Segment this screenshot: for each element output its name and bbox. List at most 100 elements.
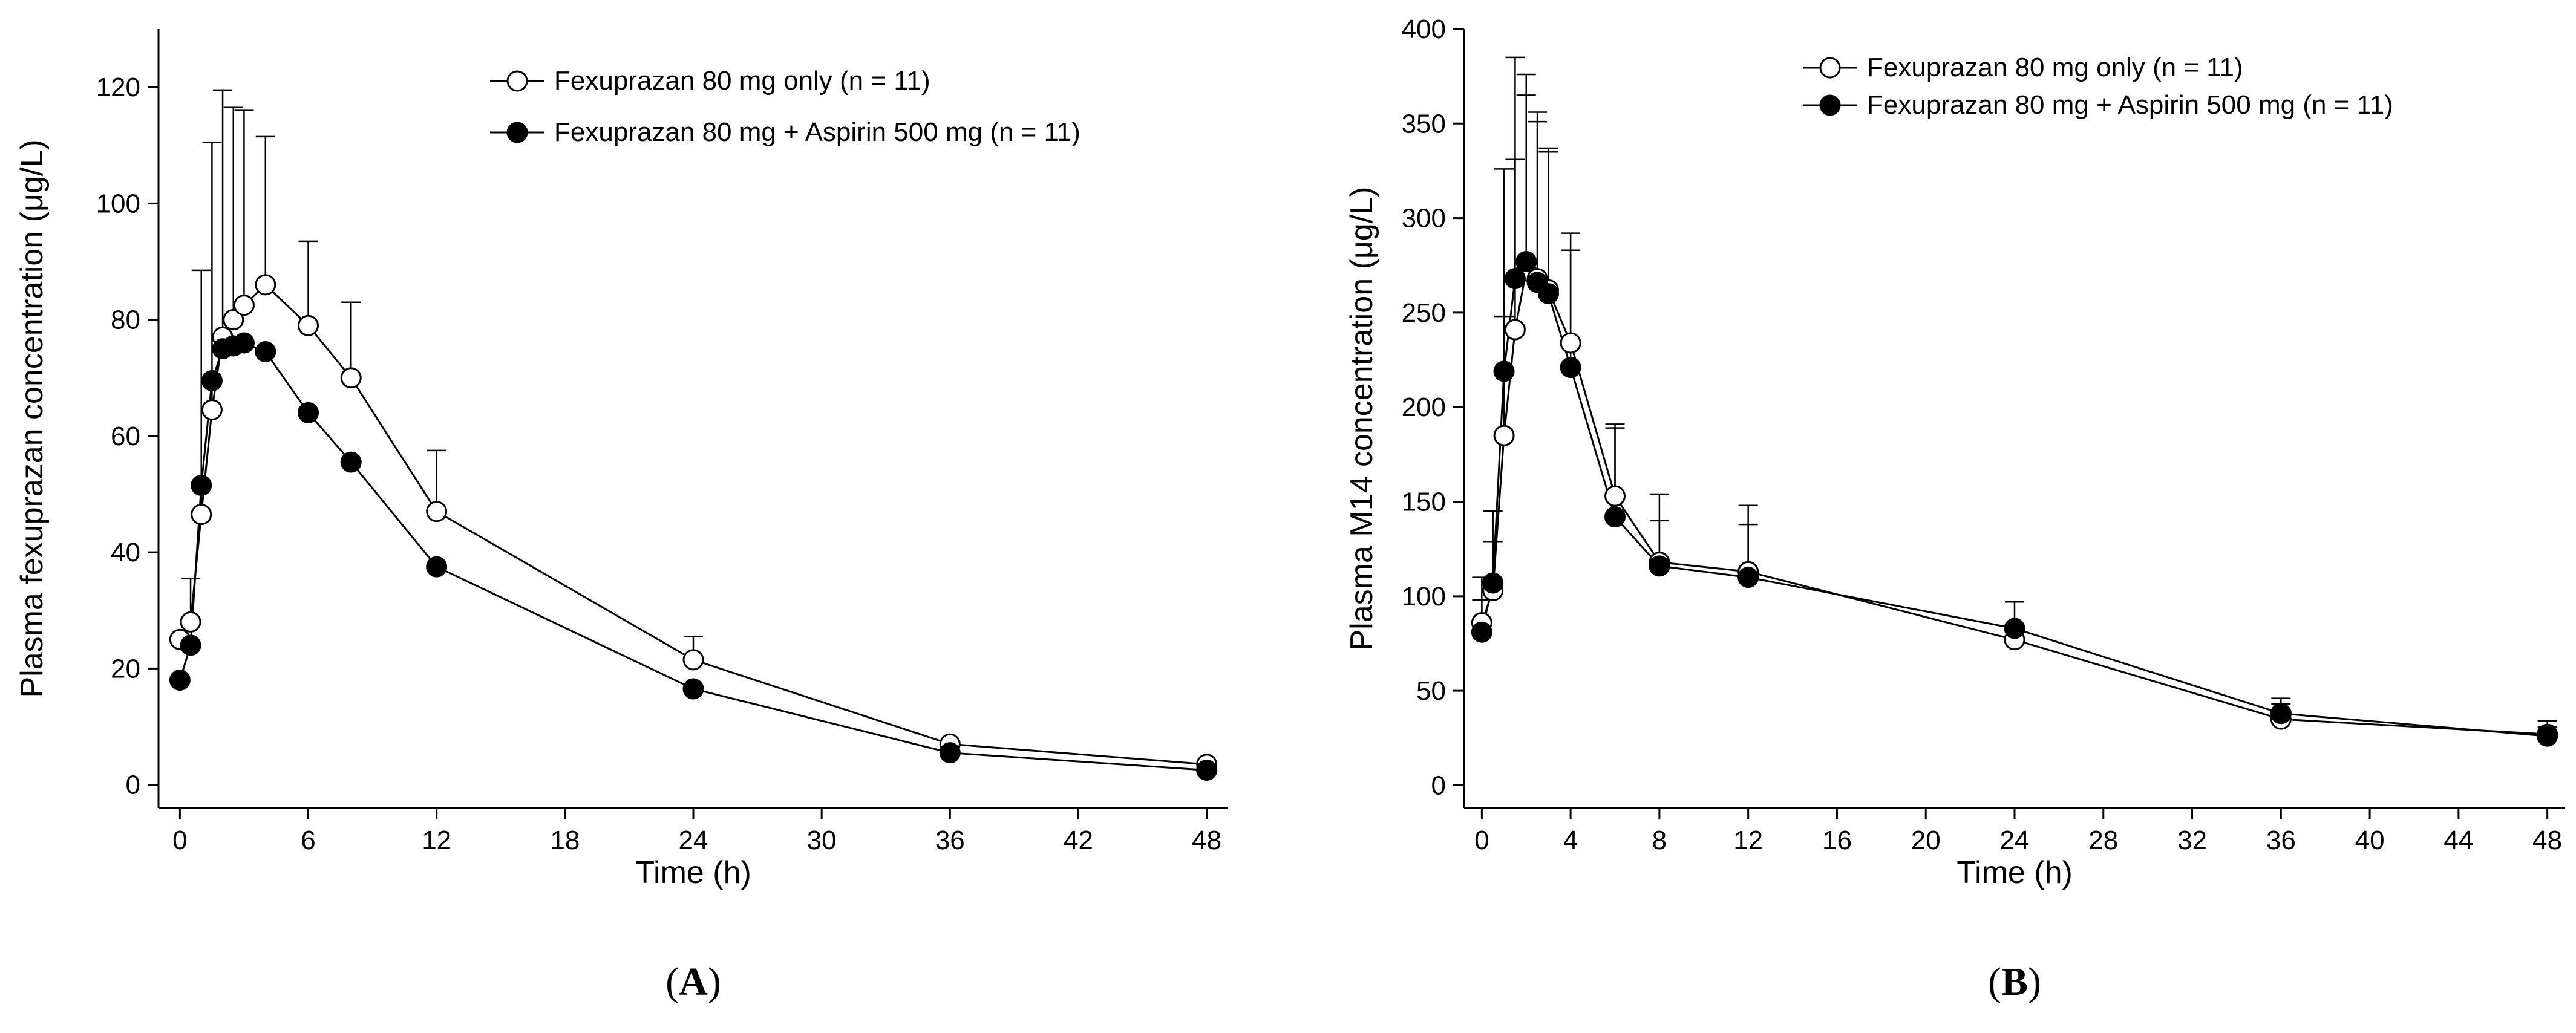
- legend: Fexuprazan 80 mg only (n = 11) Fexuprazan…: [490, 66, 1080, 147]
- x-tick-label: 16: [1822, 826, 1852, 855]
- data-point-filled: [2270, 703, 2292, 725]
- y-tick-label: 100: [96, 189, 140, 218]
- y-tick-label: 60: [111, 422, 140, 451]
- data-point-open: [682, 649, 704, 671]
- x-tick-label: 30: [807, 826, 837, 855]
- x-tick-label: 18: [550, 826, 580, 855]
- data-point-filled: [1493, 360, 1515, 382]
- x-tick-label: 24: [2000, 826, 2030, 855]
- panel-letter: B: [2001, 960, 2028, 1004]
- x-tick-label: 0: [1474, 826, 1489, 855]
- x-tick-label: 12: [422, 826, 451, 855]
- x-tick-label: 36: [935, 826, 965, 855]
- panel-label: (A): [665, 960, 721, 1004]
- x-tick-label: 20: [1911, 826, 1941, 855]
- x-tick-label: 42: [1064, 826, 1093, 855]
- data-point-filled: [1515, 251, 1537, 273]
- y-tick-label: 40: [111, 538, 140, 567]
- x-tick-label: 28: [2088, 826, 2118, 855]
- data-point-filled: [233, 332, 255, 354]
- series-line-2: [1480, 259, 2548, 737]
- x-tick-label: 12: [1733, 826, 1763, 855]
- data-point-open: [1560, 332, 1581, 354]
- chart-panel-a: 0 20 40 60 80 100 120 0 6 12 18 24 30 36 42 48 Time (h) P…: [15, 29, 1228, 1004]
- legend-label: Fexuprazan 80 mg only (n = 11): [554, 66, 930, 96]
- data-point-open: [298, 314, 319, 336]
- y-tick-label: 250: [1402, 298, 1446, 328]
- data-point-filled: [255, 341, 276, 362]
- data-point-filled: [2004, 618, 2025, 639]
- data-point-filled: [169, 670, 191, 691]
- data-point-open: [180, 611, 201, 633]
- panel-label: (B): [1988, 960, 2041, 1004]
- series-line-1: [1480, 269, 2548, 735]
- data-point-open: [223, 309, 244, 331]
- y-tick-label: 80: [111, 305, 140, 335]
- y-tick-label: 20: [111, 654, 140, 683]
- data-point-filled: [191, 475, 212, 497]
- y-tick-label: 350: [1402, 109, 1446, 138]
- series-line-1: [179, 283, 1207, 766]
- panel-letter: A: [679, 960, 708, 1004]
- x-tick-label: 0: [172, 826, 187, 855]
- legend-label: Fexuprazan 80 mg only (n = 11): [1867, 53, 2243, 82]
- legend-marker-open: [1819, 57, 1841, 79]
- y-tick-label: 150: [1402, 487, 1446, 517]
- x-tick-label: 6: [301, 826, 315, 855]
- data-point-open: [233, 295, 255, 316]
- legend-marker-open: [506, 70, 528, 92]
- data-point-filled: [1504, 268, 1526, 290]
- data-point-filled: [180, 634, 201, 656]
- data-point-filled: [1604, 506, 1626, 528]
- y-tick-label: 0: [126, 771, 140, 800]
- data-point-filled: [1560, 357, 1581, 379]
- y-tick-label: 400: [1402, 15, 1446, 44]
- legend: Fexuprazan 80 mg only (n = 11) Fexuprazan…: [1803, 53, 2393, 120]
- x-tick-label: 8: [1652, 826, 1667, 855]
- x-tick-label: 24: [679, 826, 708, 855]
- y-tick-label: 300: [1402, 204, 1446, 233]
- data-point-filled: [298, 402, 319, 423]
- y-tick-label: 50: [1416, 676, 1446, 706]
- x-tick-label: 40: [2355, 826, 2385, 855]
- data-point-filled: [1471, 621, 1492, 643]
- x-tick-label: 48: [1192, 826, 1221, 855]
- data-point-open: [1493, 425, 1515, 446]
- data-point-open: [255, 274, 276, 296]
- data-point-filled: [1737, 567, 1759, 588]
- data-point-filled: [426, 556, 448, 578]
- data-point-filled: [1537, 283, 1559, 305]
- data-point-open: [201, 399, 223, 421]
- data-point-filled: [1196, 760, 1218, 781]
- data-point-filled: [1649, 555, 1670, 577]
- y-tick-label: 0: [1431, 771, 1446, 800]
- x-tick-label: 32: [2177, 826, 2207, 855]
- x-axis-label: Time (h): [1957, 855, 2073, 890]
- data-point-filled: [340, 451, 362, 473]
- x-axis-label: Time (h): [635, 855, 751, 890]
- data-point-open: [426, 501, 448, 523]
- x-tick-label: 36: [2266, 826, 2296, 855]
- legend-label: Fexuprazan 80 mg + Aspirin 500 mg (n = 1…: [554, 117, 1080, 147]
- legend-marker-filled: [1819, 94, 1841, 116]
- y-tick-label: 100: [1402, 582, 1446, 611]
- x-tick-label: 44: [2444, 826, 2473, 855]
- x-tick-label: 4: [1563, 826, 1578, 855]
- data-point-open: [1504, 319, 1526, 341]
- data-point-filled: [201, 370, 223, 392]
- series-line-2: [178, 342, 1207, 772]
- data-point-filled: [1482, 572, 1504, 594]
- data-point-filled: [682, 678, 704, 700]
- data-point-open: [340, 367, 362, 389]
- x-tick-label: 48: [2532, 826, 2562, 855]
- data-point-open: [191, 504, 212, 526]
- legend-label: Fexuprazan 80 mg + Aspirin 500 mg (n = 1…: [1867, 90, 2393, 120]
- data-point-open: [1604, 485, 1626, 507]
- y-tick-label: 200: [1402, 393, 1446, 422]
- legend-marker-filled: [506, 122, 528, 143]
- y-axis-label: Plasma M14 concentration (μg/L): [1344, 187, 1379, 651]
- y-axis-label: Plasma fexuprazan concentration (μg/L): [15, 139, 50, 697]
- y-tick-label: 120: [96, 73, 140, 102]
